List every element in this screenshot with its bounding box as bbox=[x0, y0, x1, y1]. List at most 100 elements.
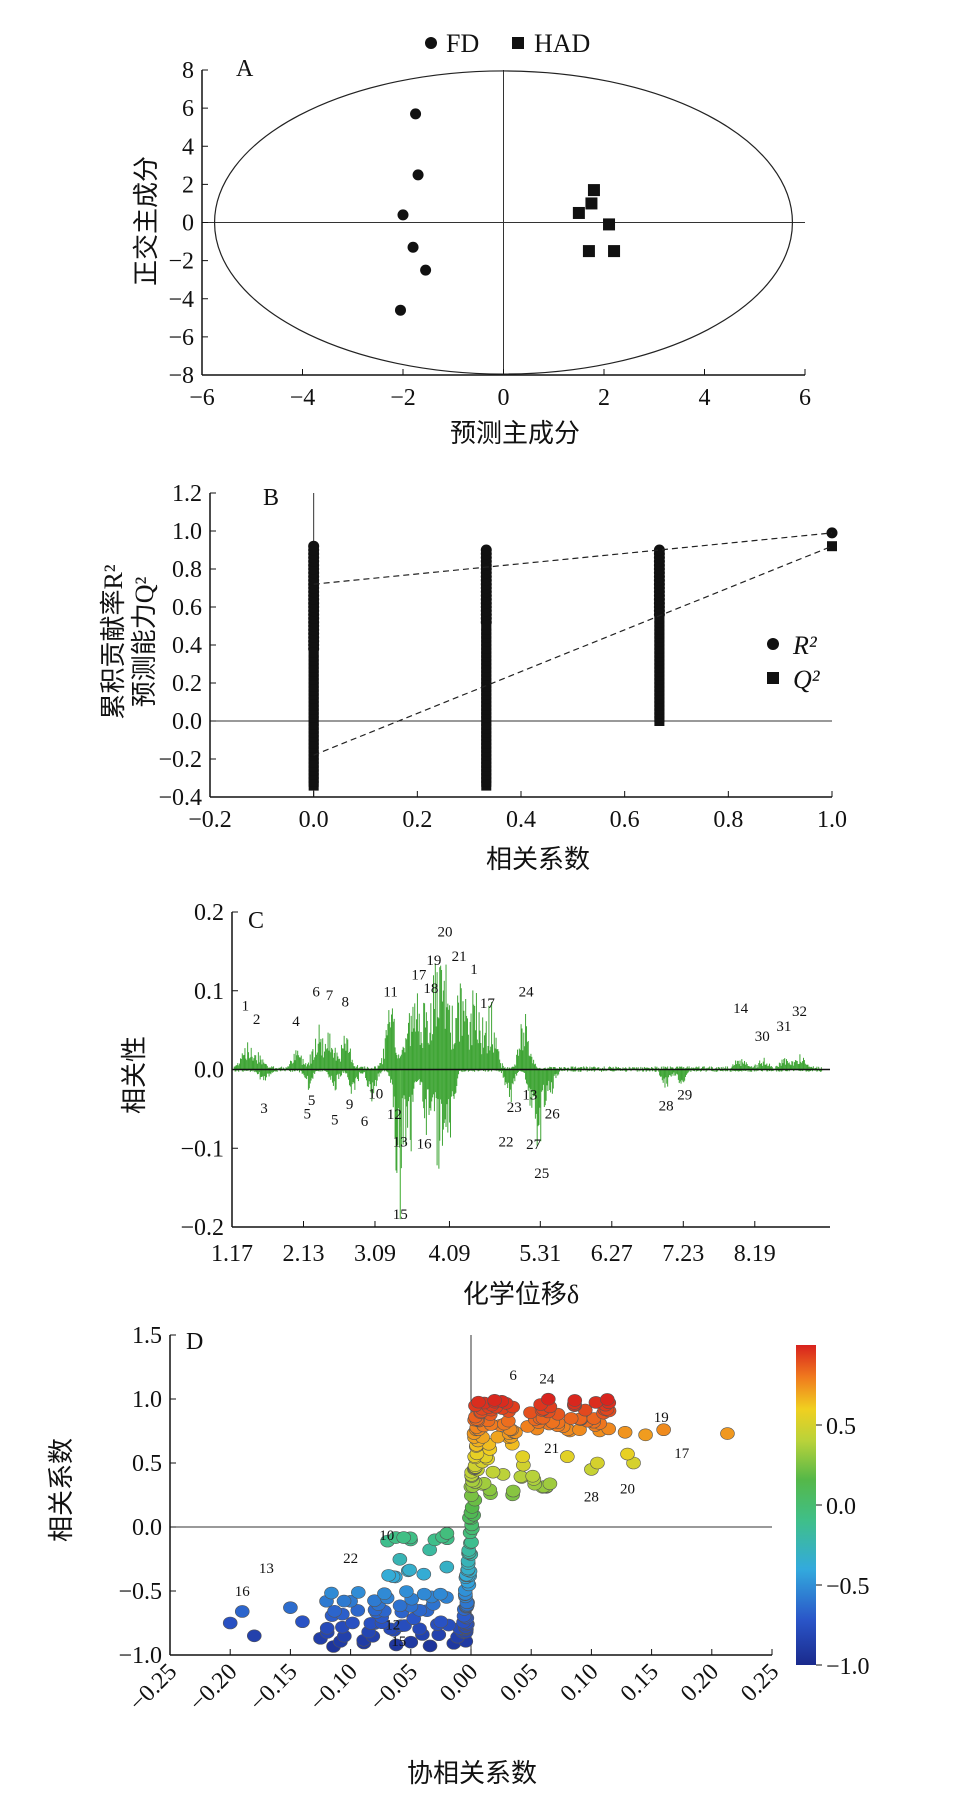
peak-label: 15 bbox=[393, 1207, 408, 1223]
legend-fd-label: FD bbox=[446, 29, 479, 58]
peak-label: 29 bbox=[677, 1087, 692, 1103]
x-axis-label: 协相关系数 bbox=[407, 1759, 537, 1788]
loading-point bbox=[388, 1638, 404, 1652]
q2-regression-line bbox=[313, 545, 833, 756]
loading-point bbox=[350, 1604, 366, 1617]
y-tick-label: 1.0 bbox=[132, 1387, 162, 1413]
peak-label: 25 bbox=[534, 1166, 549, 1182]
fd-point bbox=[410, 108, 422, 120]
y-tick-label: 0 bbox=[182, 211, 194, 237]
point-label: 19 bbox=[654, 1410, 669, 1426]
point-label: 20 bbox=[620, 1482, 635, 1498]
had-point bbox=[603, 218, 616, 231]
peak-label: 21 bbox=[452, 949, 467, 965]
peak-label: 5 bbox=[308, 1093, 316, 1109]
loading-point bbox=[246, 1629, 262, 1643]
x-tick-label: −0.20 bbox=[185, 1659, 243, 1717]
loading-point bbox=[399, 1585, 414, 1598]
x-axis-label: 相关系数 bbox=[486, 845, 590, 874]
y-tick-label: 4 bbox=[182, 134, 194, 160]
y-tick-label: −0.1 bbox=[180, 1136, 224, 1162]
peak-label: 16 bbox=[417, 1136, 433, 1152]
x-tick-label: 4 bbox=[699, 385, 711, 411]
legend-r2-marker bbox=[767, 638, 779, 650]
y-tick-label: −2 bbox=[168, 249, 194, 275]
peak-label: 32 bbox=[792, 1004, 807, 1020]
panel-c-loading-plot: C 1.17 2.13 3.09 4.09 5.31 6.27 7.23 8.19 0.2 0.1… bbox=[120, 900, 830, 1309]
loading-point bbox=[485, 1465, 501, 1479]
peak-label: 26 bbox=[545, 1106, 561, 1122]
y-tick-label: 0.2 bbox=[172, 671, 202, 697]
legend-had-marker bbox=[512, 37, 524, 49]
y-tick-label: 0.0 bbox=[172, 709, 202, 735]
had-point bbox=[582, 245, 595, 258]
y-tick-label: 1.0 bbox=[172, 519, 202, 545]
panel-label: D bbox=[186, 1329, 203, 1355]
panel-label: A bbox=[236, 56, 254, 82]
plot-area bbox=[308, 527, 838, 791]
x-tick-label: 0.2 bbox=[402, 807, 432, 833]
y-tick-label: 1.5 bbox=[132, 1323, 162, 1349]
x-tick-label: 0.00 bbox=[435, 1659, 483, 1707]
x-tick-label: 0.6 bbox=[610, 807, 640, 833]
peak-label: 8 bbox=[341, 995, 349, 1011]
x-tick-label: 0.20 bbox=[676, 1659, 724, 1707]
panel-b-permutation-test: B −0.2 0.0 0.2 0.4 0.6 0.8 1.0 1.2 1.0 0.8 0.6 0.4 0… bbox=[99, 481, 847, 874]
loading-point bbox=[656, 1423, 671, 1437]
loading-point bbox=[439, 1560, 455, 1574]
point-label: 15 bbox=[391, 1634, 406, 1650]
point-label: 24 bbox=[539, 1372, 555, 1388]
loading-point bbox=[392, 1553, 408, 1566]
loading-point bbox=[234, 1605, 250, 1618]
loading-point bbox=[541, 1392, 556, 1406]
loading-point bbox=[396, 1531, 412, 1544]
fd-point bbox=[394, 304, 406, 316]
tick-labels: −0.2 0.0 0.2 0.4 0.6 0.8 1.0 1.2 1.0 0.8 0.6 0.4 0.2… bbox=[158, 481, 847, 833]
peak-label: 3 bbox=[260, 1101, 268, 1117]
y-tick-label: 0.2 bbox=[194, 900, 224, 926]
x-tick-label: 3.09 bbox=[354, 1241, 396, 1267]
x-tick-label: 0.05 bbox=[495, 1659, 543, 1707]
peak-label: 17 bbox=[411, 968, 427, 984]
peak-label: 23 bbox=[507, 1100, 522, 1116]
legend-r2-label: R² bbox=[792, 631, 818, 660]
point-label: 16 bbox=[235, 1584, 251, 1600]
colorbar-tick-label: 0.0 bbox=[826, 1494, 856, 1520]
peak-label: 2 bbox=[253, 1012, 261, 1028]
x-tick-label: −0.10 bbox=[305, 1659, 363, 1717]
plot-area bbox=[232, 963, 830, 1220]
loading-point bbox=[431, 1628, 447, 1642]
x-tick-label: 1.0 bbox=[817, 807, 847, 833]
x-tick-label: 6.27 bbox=[591, 1241, 633, 1267]
x-tick-label: 0.8 bbox=[713, 807, 743, 833]
y-tick-label: −4 bbox=[168, 287, 194, 313]
axes bbox=[201, 69, 806, 376]
loading-point bbox=[525, 1469, 541, 1483]
fd-point bbox=[412, 169, 424, 181]
x-tick-label: 0.15 bbox=[616, 1659, 664, 1707]
legend-q2-label: Q² bbox=[793, 665, 821, 694]
peak-label: 1 bbox=[470, 962, 478, 978]
x-tick-label: 5.31 bbox=[519, 1241, 561, 1267]
y-tick-label: −8 bbox=[168, 363, 194, 389]
y-tick-label: −0.2 bbox=[180, 1215, 224, 1241]
y-axis-label: 相关性 bbox=[120, 1036, 149, 1114]
peak-label: 9 bbox=[346, 1097, 354, 1113]
x-axis-label: 预测主成分 bbox=[450, 419, 580, 448]
r2-point bbox=[653, 544, 665, 556]
y-tick-label: −1.0 bbox=[118, 1643, 162, 1669]
loading-point bbox=[515, 1450, 531, 1463]
peak-label: 28 bbox=[659, 1098, 674, 1114]
loading-point bbox=[403, 1635, 419, 1649]
plot-area bbox=[213, 70, 794, 375]
loading-point bbox=[336, 1594, 352, 1608]
x-tick-label: −0.15 bbox=[245, 1659, 303, 1717]
peak-label: 30 bbox=[755, 1029, 770, 1045]
loading-point bbox=[422, 1639, 438, 1653]
x-tick-label: 2 bbox=[598, 385, 610, 411]
x-axis-label: 化学位移δ bbox=[463, 1280, 579, 1309]
y-axis-label-line2: 预测能力Q² bbox=[130, 577, 159, 708]
